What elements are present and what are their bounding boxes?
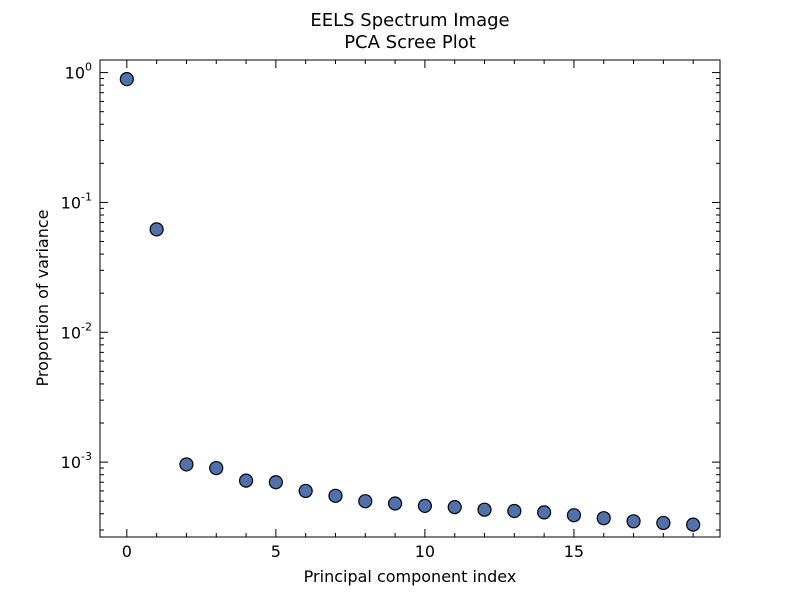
data-point	[477, 502, 492, 517]
y-tick-base: 10	[61, 453, 81, 472]
data-point	[656, 515, 671, 531]
data-point	[387, 496, 403, 511]
chart-title-line-2: PCA Scree Plot	[344, 32, 476, 53]
data-point	[268, 475, 283, 490]
y-axis-label: Proportion of variance	[33, 209, 52, 386]
y-tick-label: 100	[65, 61, 92, 83]
data-point	[626, 514, 641, 529]
data-point	[119, 72, 134, 87]
data-point	[417, 498, 433, 514]
y-tick-exponent: -1	[81, 190, 92, 203]
data-point	[566, 508, 582, 523]
data-point	[686, 517, 701, 532]
data-point	[328, 488, 343, 503]
x-tick-label: 15	[564, 542, 584, 561]
y-tick-exponent: -3	[81, 450, 92, 463]
data-point	[209, 460, 224, 476]
data-point	[149, 222, 164, 237]
y-tick-base: 10	[61, 193, 81, 212]
y-tick-label: 10-3	[61, 450, 92, 472]
data-points	[119, 72, 701, 532]
data-point	[298, 483, 313, 499]
y-tick-exponent: 0	[85, 61, 92, 74]
y-tick-label: 10-2	[61, 320, 92, 342]
plot-frame	[99, 59, 721, 538]
y-tick-base: 10	[61, 323, 81, 342]
data-point	[447, 500, 462, 515]
y-tick-exponent: -2	[81, 320, 92, 333]
x-tick-label: 5	[271, 542, 281, 561]
data-point	[179, 457, 194, 472]
y-tick-base: 10	[65, 64, 85, 83]
data-point	[238, 473, 254, 488]
chart-title-line-1: EELS Spectrum Image	[310, 10, 509, 31]
y-tick-label: 10-1	[61, 190, 92, 212]
data-point	[358, 494, 373, 509]
x-axis-label: Principal component index	[304, 567, 517, 586]
data-point	[537, 505, 552, 520]
x-tick-label: 0	[122, 542, 132, 561]
x-tick-label: 10	[415, 542, 435, 561]
data-point	[596, 511, 611, 526]
data-point	[507, 503, 522, 519]
